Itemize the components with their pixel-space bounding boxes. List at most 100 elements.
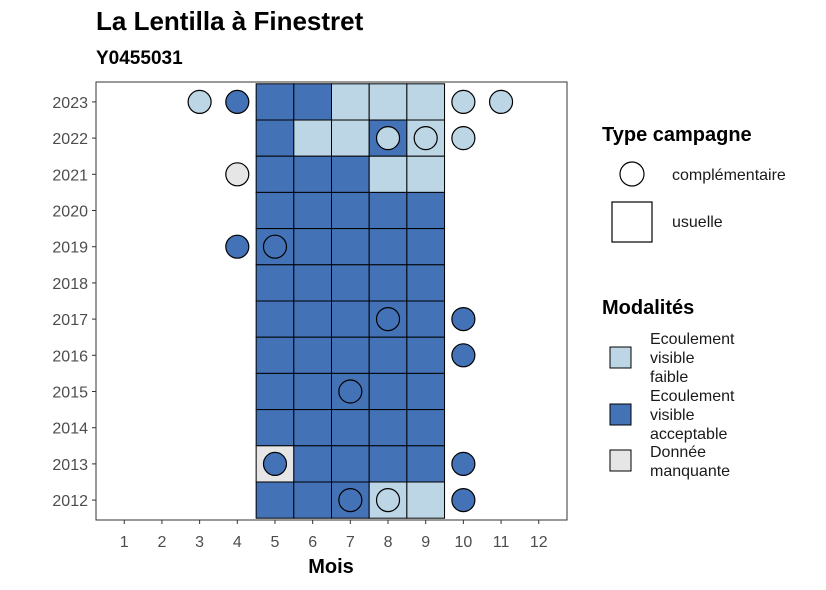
y-axis: 2012 2013 2014 2015 2016 2017 2018 2019 2020 2021… — [52, 95, 96, 510]
tile-2022-5 — [255, 119, 295, 157]
point-2019-4 — [225, 234, 250, 259]
point-2021-4 — [225, 162, 250, 187]
point-2012-8 — [375, 487, 401, 513]
y-tick-label: 2016 — [52, 348, 88, 365]
tile-2023-8 — [368, 83, 408, 121]
legend-label-faible-2: visible — [650, 350, 695, 367]
y-tick-label: 2020 — [52, 204, 88, 221]
tile-layer — [255, 83, 446, 519]
legend-key-manquante — [609, 449, 632, 472]
legend-square-key — [611, 201, 653, 243]
legend-type-campagne: Type campagne complémentaire usuelle — [602, 124, 786, 243]
tile-2014-6 — [293, 409, 333, 447]
tile-2016-5 — [255, 336, 295, 374]
x-tick-label: 1 — [120, 534, 129, 551]
x-tick-label: 8 — [384, 534, 393, 551]
legend-modalites-title: Modalités — [602, 297, 694, 319]
point-2022-9 — [413, 126, 438, 151]
tile-2016-6 — [293, 336, 333, 374]
tile-2015-6 — [293, 372, 333, 411]
y-tick-label: 2019 — [52, 240, 88, 257]
point-2012-7 — [338, 487, 363, 513]
plot-border — [95, 81, 568, 521]
legend-type-label-usuelle: usuelle — [672, 214, 723, 231]
tile-2017-7 — [331, 300, 370, 338]
point-2022-10 — [451, 126, 476, 151]
tile-2023-7 — [331, 83, 370, 121]
tile-2020-9 — [406, 191, 446, 230]
point-2013-10 — [451, 451, 476, 476]
x-tick-label: 10 — [454, 534, 472, 551]
tile-2020-8 — [368, 191, 408, 230]
tile-2020-7 — [331, 191, 370, 230]
legend-modalites: Modalités Ecoulement visible faible Ecou… — [602, 297, 735, 480]
tile-2013-8 — [368, 445, 408, 483]
tile-2021-9 — [406, 155, 446, 193]
tile-2022-7 — [331, 119, 370, 157]
legend-label-faible-1: Ecoulement — [650, 331, 735, 348]
x-tick-label: 11 — [493, 534, 510, 551]
x-tick-label: 4 — [233, 534, 242, 551]
tile-2014-7 — [331, 409, 370, 447]
y-tick-label: 2018 — [52, 276, 88, 293]
y-tick-label: 2022 — [52, 131, 88, 148]
point-2022-8 — [375, 126, 401, 151]
tile-2015-5 — [255, 372, 295, 411]
legend-type-title: Type campagne — [602, 124, 752, 146]
tile-2017-5 — [255, 300, 295, 338]
point-2023-3 — [187, 89, 212, 115]
x-tick-label: 6 — [308, 534, 317, 551]
tile-2012-5 — [255, 481, 295, 519]
tile-2019-7 — [331, 228, 370, 266]
tile-2019-9 — [406, 228, 446, 266]
tile-2017-9 — [406, 300, 446, 338]
tile-2018-8 — [368, 264, 408, 302]
y-tick-label: 2017 — [52, 312, 88, 329]
x-tick-label: 3 — [195, 534, 204, 551]
plot-area — [95, 81, 568, 521]
tile-2012-6 — [293, 481, 333, 519]
x-tick-label: 5 — [271, 534, 280, 551]
tile-2018-5 — [255, 264, 295, 302]
tile-2016-7 — [331, 336, 370, 374]
x-tick-label: 2 — [157, 534, 166, 551]
x-axis-title: Mois — [308, 556, 354, 578]
tile-2020-6 — [293, 191, 333, 230]
legend-label-acceptable-2: visible — [650, 407, 695, 424]
x-tick-label: 7 — [346, 534, 355, 551]
tile-2018-9 — [406, 264, 446, 302]
legend-label-manquante-2: manquante — [650, 463, 730, 480]
legend-key-acceptable — [609, 403, 632, 426]
tile-2018-7 — [331, 264, 370, 302]
tile-2023-9 — [406, 83, 446, 121]
tile-2014-8 — [368, 409, 408, 447]
tile-2020-5 — [255, 191, 295, 230]
point-2023-10 — [451, 89, 476, 115]
tile-2013-9 — [406, 445, 446, 483]
tile-2016-9 — [406, 336, 446, 374]
point-2016-10 — [451, 343, 476, 368]
point-layer — [187, 89, 514, 513]
point-2015-7 — [338, 379, 363, 404]
point-2019-5 — [262, 234, 288, 259]
y-tick-label: 2015 — [52, 384, 88, 401]
x-axis: 1 2 3 4 5 6 7 8 9 10 11 12 — [120, 520, 548, 551]
tile-2014-5 — [255, 409, 295, 447]
legend-label-faible-3: faible — [650, 369, 688, 386]
point-2017-8 — [375, 306, 401, 332]
tile-2015-9 — [406, 372, 446, 411]
tile-2021-8 — [368, 155, 408, 193]
y-tick-label: 2013 — [52, 457, 88, 474]
tile-2012-9 — [406, 481, 446, 519]
tile-2013-6 — [293, 445, 333, 483]
y-tick-label: 2014 — [52, 421, 88, 438]
y-tick-label: 2021 — [52, 167, 88, 184]
legend-label-acceptable-3: acceptable — [650, 426, 727, 443]
tile-2021-5 — [255, 155, 295, 193]
tile-2023-5 — [255, 83, 295, 121]
x-tick-label: 12 — [530, 534, 548, 551]
point-2013-5 — [262, 451, 288, 476]
legend-circle-key — [619, 161, 645, 187]
y-tick-label: 2012 — [52, 493, 88, 510]
